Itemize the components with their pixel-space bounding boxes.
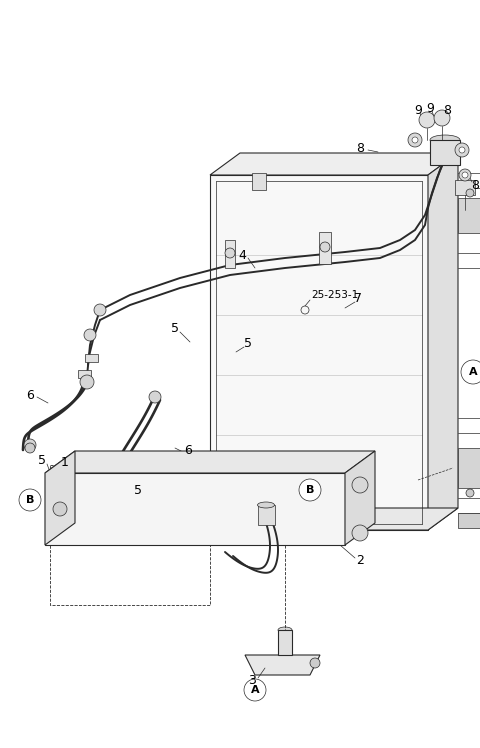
- Polygon shape: [428, 153, 458, 530]
- Circle shape: [80, 375, 94, 389]
- Polygon shape: [258, 505, 275, 525]
- Text: A: A: [468, 367, 477, 377]
- Polygon shape: [458, 448, 480, 488]
- Ellipse shape: [278, 627, 292, 633]
- Polygon shape: [45, 473, 345, 545]
- Circle shape: [466, 489, 474, 497]
- Text: 5: 5: [244, 337, 252, 349]
- Circle shape: [299, 479, 321, 501]
- Polygon shape: [430, 140, 460, 165]
- Circle shape: [244, 679, 266, 701]
- Circle shape: [112, 456, 124, 468]
- Text: 2: 2: [356, 554, 364, 566]
- Text: 9: 9: [426, 102, 434, 114]
- Text: 1: 1: [61, 456, 69, 468]
- Polygon shape: [78, 370, 91, 378]
- Circle shape: [84, 329, 96, 341]
- Polygon shape: [45, 451, 375, 473]
- Circle shape: [461, 360, 480, 384]
- Polygon shape: [252, 173, 266, 190]
- Text: 7: 7: [354, 292, 362, 304]
- Circle shape: [225, 248, 235, 258]
- Text: 4: 4: [238, 248, 246, 262]
- Polygon shape: [458, 198, 480, 233]
- Circle shape: [352, 525, 368, 541]
- Polygon shape: [85, 354, 98, 362]
- Polygon shape: [345, 451, 375, 545]
- Circle shape: [408, 133, 422, 147]
- Circle shape: [412, 137, 418, 143]
- Circle shape: [149, 391, 161, 403]
- Text: 5: 5: [134, 483, 142, 497]
- Text: B: B: [26, 495, 34, 505]
- Text: 6: 6: [26, 388, 34, 402]
- Polygon shape: [225, 240, 235, 268]
- Text: 5: 5: [171, 322, 179, 334]
- Ellipse shape: [257, 502, 275, 508]
- Circle shape: [434, 110, 450, 126]
- Text: 6: 6: [184, 444, 192, 456]
- Text: 8: 8: [443, 103, 451, 117]
- Polygon shape: [319, 232, 331, 264]
- Circle shape: [459, 169, 471, 181]
- Circle shape: [310, 658, 320, 668]
- Polygon shape: [210, 508, 458, 530]
- Ellipse shape: [252, 171, 266, 176]
- Text: 5: 5: [38, 453, 46, 467]
- Text: 9: 9: [414, 103, 422, 117]
- Circle shape: [24, 439, 36, 451]
- Ellipse shape: [430, 135, 460, 145]
- Circle shape: [114, 460, 124, 470]
- Text: 8: 8: [471, 179, 479, 191]
- Text: 3: 3: [248, 673, 256, 687]
- Circle shape: [19, 489, 41, 511]
- Text: B: B: [306, 485, 314, 495]
- Polygon shape: [245, 655, 320, 675]
- Circle shape: [462, 172, 468, 178]
- Circle shape: [466, 189, 474, 197]
- Polygon shape: [455, 180, 475, 195]
- Polygon shape: [458, 513, 480, 528]
- Circle shape: [94, 304, 106, 316]
- Polygon shape: [278, 630, 292, 655]
- Circle shape: [419, 112, 435, 128]
- Text: 25-253-1: 25-253-1: [312, 290, 359, 300]
- Polygon shape: [210, 153, 458, 175]
- Circle shape: [320, 242, 330, 252]
- Text: 8: 8: [356, 141, 364, 155]
- Circle shape: [25, 443, 35, 453]
- Text: A: A: [251, 685, 259, 695]
- Polygon shape: [45, 451, 75, 545]
- Circle shape: [455, 143, 469, 157]
- Circle shape: [459, 147, 465, 153]
- Polygon shape: [210, 175, 428, 530]
- Circle shape: [53, 502, 67, 516]
- Circle shape: [352, 477, 368, 493]
